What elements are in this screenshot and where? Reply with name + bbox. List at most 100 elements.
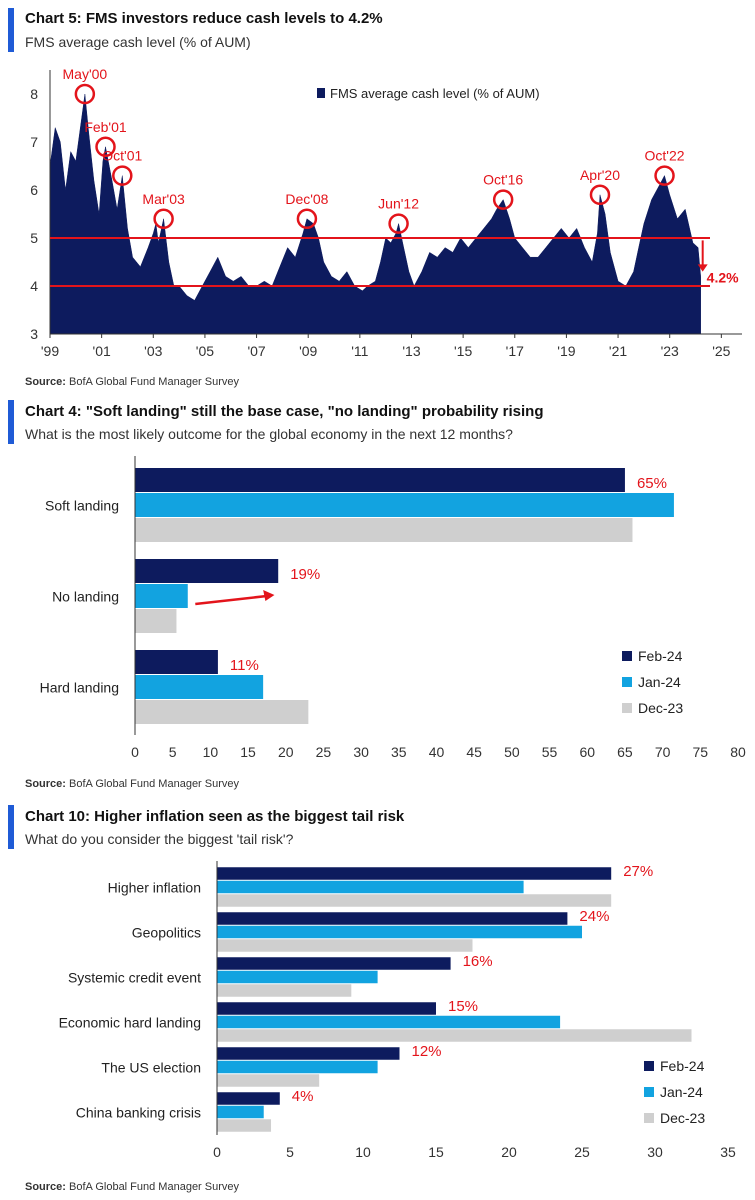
- y-tick-label-7: 7: [30, 134, 38, 150]
- chart5-plot: 3 4 5 6 7 8 '99 '01 '03 '05 '07 '09 '11 '13 '15 '17 '19 '…: [30, 66, 742, 359]
- value-label: 16%: [463, 953, 493, 970]
- bar-Jan-24-The US election: [217, 1060, 378, 1074]
- legend-swatch-cash: [317, 88, 325, 98]
- legend-label-Dec-23: Dec-23: [660, 1110, 705, 1126]
- bar-Dec-23-Geopolitics: [217, 939, 473, 952]
- chart5-subtitle: FMS average cash level (% of AUM): [25, 34, 251, 50]
- x-tick-label: 30: [647, 1144, 663, 1160]
- bar-Dec-23-Soft landing: [135, 518, 633, 542]
- x-tick-label: 30: [353, 744, 369, 760]
- annotation-circle: [296, 208, 318, 230]
- x-tick-label: 20: [501, 1144, 517, 1160]
- bar-Jan-24-Economic hard landing: [217, 1015, 561, 1029]
- x-tick-label: 15: [428, 1144, 444, 1160]
- chart5-panel: Chart 5: FMS investors reduce cash level…: [0, 0, 755, 395]
- annotation-label: Jun'12: [378, 196, 419, 212]
- x-tick-label: 60: [579, 744, 595, 760]
- chart5-source: Source: BofA Global Fund Manager Survey: [25, 376, 239, 388]
- y-tick-label-4: 4: [30, 278, 38, 294]
- annotation-label: Apr'20: [580, 167, 620, 183]
- chart10-source-text: BofA Global Fund Manager Survey: [69, 1181, 240, 1193]
- x-tick-label: '25: [712, 343, 730, 359]
- legend-label-Feb-24: Feb-24: [638, 648, 683, 664]
- no-landing-arrowhead: [263, 590, 275, 601]
- bar-Feb-24-Soft landing: [135, 468, 625, 492]
- annotation-label: May'00: [63, 66, 108, 82]
- chart4-panel: Chart 4: "Soft landing" still the base c…: [0, 395, 755, 800]
- category-label: Systemic credit event: [68, 970, 201, 986]
- x-tick-label: '99: [41, 343, 59, 359]
- legend-label-Dec-23: Dec-23: [638, 700, 683, 716]
- bar-Dec-23-Systemic credit event: [217, 984, 352, 997]
- x-tick-label: 0: [213, 1144, 221, 1160]
- value-label: 19%: [290, 566, 320, 583]
- category-label: China banking crisis: [76, 1105, 201, 1121]
- x-tick-label: '01: [93, 343, 111, 359]
- annotation-circle: [74, 83, 96, 105]
- chart4-accent-bar: [8, 400, 14, 444]
- annotation-label: Feb'01: [84, 119, 127, 135]
- x-tick-label: 5: [286, 1144, 294, 1160]
- legend-swatch-Feb-24: [622, 651, 632, 661]
- x-tick-label: '05: [196, 343, 214, 359]
- bar-Feb-24-Systemic credit event: [217, 957, 451, 970]
- annotation-circle: [589, 184, 611, 206]
- x-tick-label: '13: [402, 343, 420, 359]
- legend-swatch-Feb-24: [644, 1061, 654, 1071]
- x-tick-label: '11: [351, 343, 368, 359]
- chart4-subtitle: What is the most likely outcome for the …: [25, 426, 513, 442]
- legend-swatch-Jan-24: [644, 1087, 654, 1097]
- value-label: 11%: [230, 657, 259, 674]
- category-label: Economic hard landing: [59, 1015, 201, 1031]
- bar-Dec-23-The US election: [217, 1074, 320, 1087]
- bar-Dec-23-Higher inflation: [217, 894, 612, 907]
- bar-Dec-23-Hard landing: [135, 700, 309, 724]
- annotation-label: Oct'01: [102, 148, 142, 164]
- annotation-circle: [388, 213, 409, 234]
- chart4-source-label: Source:: [25, 778, 66, 790]
- x-tick-label: 0: [131, 744, 139, 760]
- category-label: No landing: [52, 589, 119, 605]
- bar-Feb-24-Hard landing: [135, 650, 218, 674]
- annotation-circle: [112, 165, 133, 186]
- chart10-subtitle: What do you consider the biggest 'tail r…: [25, 831, 294, 847]
- x-tick-label: 5: [169, 744, 177, 760]
- bar-Jan-24-Soft landing: [135, 493, 674, 517]
- bar-Jan-24-No landing: [135, 584, 188, 608]
- legend-swatch-Jan-24: [622, 677, 632, 687]
- x-tick-label: 10: [355, 1144, 371, 1160]
- value-label: 27%: [623, 863, 653, 880]
- bar-Feb-24-Geopolitics: [217, 912, 568, 925]
- legend-label-Jan-24: Jan-24: [638, 674, 681, 690]
- bar-Feb-24-Economic hard landing: [217, 1002, 436, 1015]
- bar-Jan-24-Hard landing: [135, 675, 264, 699]
- y-tick-label-8: 8: [30, 86, 38, 102]
- x-tick-label: 20: [278, 744, 294, 760]
- x-tick-label: 35: [720, 1144, 736, 1160]
- chart5-title: Chart 5: FMS investors reduce cash level…: [25, 10, 383, 27]
- y-tick-label-6: 6: [30, 182, 38, 198]
- chart5-source-text: BofA Global Fund Manager Survey: [69, 376, 240, 388]
- x-tick-label: 10: [203, 744, 219, 760]
- x-tick-label: 25: [574, 1144, 590, 1160]
- no-landing-arrow: [195, 594, 268, 606]
- x-tick-label: 75: [693, 744, 709, 760]
- legend-label-Jan-24: Jan-24: [660, 1084, 703, 1100]
- x-tick-label: 50: [504, 744, 520, 760]
- chart10-source: Source: BofA Global Fund Manager Survey: [25, 1181, 239, 1193]
- chart10-panel: Chart 10: Higher inflation seen as the b…: [0, 800, 755, 1200]
- y-tick-label-3: 3: [30, 326, 38, 342]
- x-tick-label: '17: [506, 343, 524, 359]
- x-tick-label: 55: [542, 744, 558, 760]
- annotation-label: Oct'16: [483, 172, 523, 188]
- chart10-source-label: Source:: [25, 1181, 66, 1193]
- legend-label-cash: FMS average cash level (% of AUM): [330, 86, 540, 101]
- annotation-circle: [492, 189, 514, 210]
- annotation-label: Oct'22: [645, 148, 685, 164]
- x-tick-label: 25: [316, 744, 332, 760]
- x-tick-label: 35: [391, 744, 407, 760]
- x-tick-label: 70: [655, 744, 671, 760]
- bar-Jan-24-Higher inflation: [217, 880, 524, 894]
- chart10-accent-bar: [8, 805, 14, 849]
- value-label: 24%: [579, 908, 609, 925]
